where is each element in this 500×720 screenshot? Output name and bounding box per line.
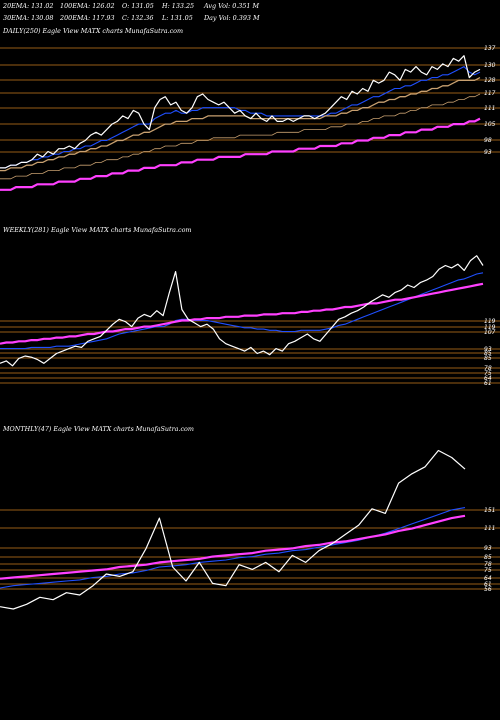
daily-chart-title: DAILY(250) Eagle View MATX charts Munafa…: [3, 27, 184, 35]
stat-avg-vol: Avg Vol: 0.351 M: [204, 2, 260, 10]
price-line: [0, 55, 481, 169]
ema-line-ema-fast: [0, 66, 481, 169]
y-tick-label: 93: [484, 545, 492, 552]
y-tick-label: 85: [484, 350, 492, 357]
stat-high: H: 133.25: [162, 2, 195, 10]
y-tick-label: 137: [484, 45, 496, 52]
ema-line-ema-fast: [0, 507, 466, 589]
y-tick-label: 64: [484, 575, 492, 582]
y-tick-label: 111: [484, 525, 495, 532]
y-tick-label: 117: [484, 90, 496, 97]
y-tick-label: 61: [484, 581, 492, 588]
y-tick-label: 78: [484, 561, 492, 568]
price-line: [0, 449, 466, 610]
y-tick-label: 130: [484, 62, 496, 69]
y-tick-label: 111: [484, 105, 495, 112]
y-tick-label: 75: [484, 370, 492, 377]
y-tick-label: 78: [484, 365, 492, 372]
y-tick-label: 75: [484, 567, 492, 574]
ema-line-ema-long: [0, 117, 481, 191]
y-tick-label: 119: [484, 324, 496, 331]
ema-line-ema-long: [0, 282, 484, 345]
daily-chart: 137 130 128 117 111 105 98 93: [0, 45, 500, 191]
y-tick-label: 93: [484, 149, 492, 156]
y-tick-label: 85: [484, 554, 492, 561]
monthly-chart-title: MONTHLY(47) Eagle View MATX charts Munaf…: [3, 425, 194, 433]
ema-line-ema-fast: [0, 272, 484, 350]
y-tick-label: 105: [484, 121, 496, 128]
stat-day-vol: Day Vol: 0.393 M: [204, 14, 260, 22]
y-tick-label: 85: [484, 355, 492, 362]
y-tick-label: 119: [484, 318, 496, 325]
stat-close: C: 132.36: [122, 14, 154, 22]
stat-200ema: 200EMA: 117.93: [60, 14, 115, 22]
stat-20ema: 20EMA: 131.02: [3, 2, 54, 10]
y-tick-label: 128: [484, 77, 496, 84]
stat-30ema: 30EMA: 130.08: [3, 14, 54, 22]
stat-100ema: 100EMA: 126.02: [60, 2, 115, 10]
y-tick-label: 98: [484, 137, 492, 144]
stat-open: O: 131.05: [122, 2, 154, 10]
y-tick-label: 64: [484, 375, 492, 382]
stat-low: L: 131.05: [162, 14, 193, 22]
weekly-chart-title: WEEKLY(281) Eagle View MATX charts Munaf…: [3, 226, 192, 234]
y-tick-label: 107: [484, 329, 496, 336]
y-tick-label: 61: [484, 380, 492, 387]
y-tick-label: 151: [484, 507, 495, 514]
y-tick-label: 93: [484, 346, 492, 353]
y-tick-label: 56: [484, 586, 492, 593]
ema-line-ema-100: [0, 93, 481, 180]
ema-line-ema-mid: [0, 77, 481, 172]
ema-line-ema-long: [0, 514, 466, 580]
price-line: [0, 255, 484, 367]
